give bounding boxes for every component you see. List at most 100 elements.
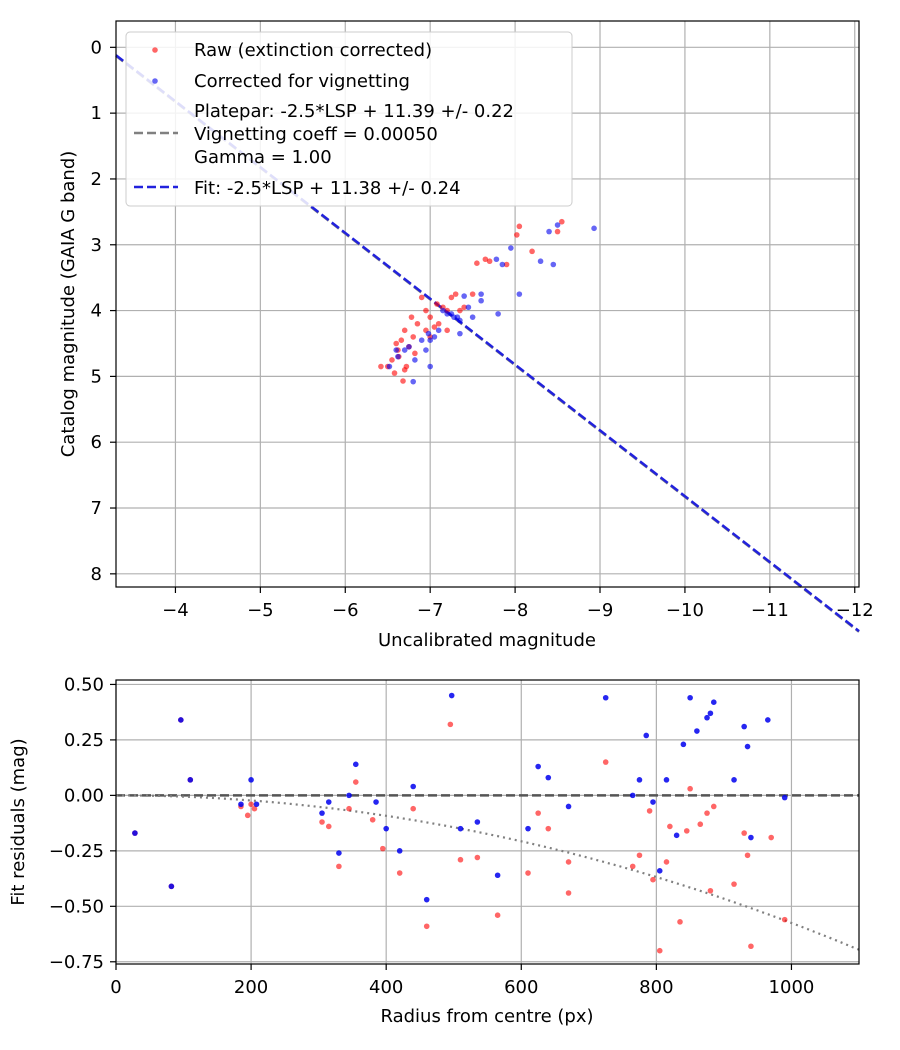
raw-point [516,223,523,230]
raw-point [457,307,463,314]
raw-residual-point [656,947,663,954]
corrected-residual-point [744,743,751,750]
raw-residual-point [474,854,481,861]
raw-residual-point [748,943,754,950]
raw-point [452,291,459,297]
bottom-y-tick-label: 0.25 [64,730,104,751]
top-y-tick-label: 5 [91,366,102,387]
raw-point [418,294,425,301]
top-points [378,218,597,385]
top-ticks: −4 −5 −6 −7 −8 −9 −10 −11 −12 0 1 2 3 4 5 6 7 8 [91,37,874,621]
corrected-residual-point [602,694,609,701]
raw-point [559,218,565,225]
top-y-axis-label: Catalog magnitude (GAIA G band) [58,151,79,458]
raw-residual-point [646,808,653,814]
raw-point [398,337,405,343]
top-chart: −4 −5 −6 −7 −8 −9 −10 −11 −12 0 1 2 3 4 5 6 7 8 Uncalibra… [58,20,874,651]
raw-point [427,314,433,320]
raw-residual-point [667,823,673,830]
corrected-residual-point [383,825,389,832]
raw-point [400,378,406,384]
corrected-point [406,343,412,350]
top-y-tick-label: 7 [91,498,102,519]
corrected-residual-point [253,801,260,808]
corrected-residual-point [448,692,455,699]
top-y-tick-label: 4 [91,301,102,322]
corrected-point [423,347,429,353]
corrected-point [393,347,400,353]
top-plot-frame [115,20,860,588]
raw-point [482,256,489,263]
corrected-residual-point [687,694,693,701]
corrected-point [410,378,417,385]
raw-point [448,294,455,301]
bottom-y-tick-label: 0.00 [64,785,104,806]
corrected-point [499,261,506,268]
raw-point [378,363,384,370]
top-x-tick-label: −8 [502,600,529,621]
bottom-y-tick-label: −0.50 [49,896,104,917]
corrected-residual-point [680,741,687,748]
bottom-plot-frame [115,679,860,965]
raw-residual-point [704,810,710,816]
corrected-residual-point [178,717,184,723]
corrected-residual-point [346,792,352,799]
corrected-residual-point [748,834,754,841]
legend-raw-marker [152,47,158,53]
top-x-axis-label: Uncalibrated magnitude [378,630,596,651]
raw-residual-point [683,828,690,834]
legend-platepar-line3: Gamma = 1.00 [194,147,332,168]
corrected-residual-point [781,794,788,801]
bottom-points [132,692,788,954]
top-y-tick-label: 3 [91,235,102,256]
corrected-point [493,256,500,263]
corrected-residual-point [656,868,663,874]
corrected-residual-point [457,825,464,832]
corrected-point [537,258,544,265]
corrected-residual-point [673,832,680,839]
raw-residual-point [677,919,683,925]
corrected-residual-point [741,723,747,730]
corrected-point [550,261,557,268]
raw-residual-point [369,816,376,823]
top-x-tick-label: −9 [587,600,614,621]
raw-point [486,258,493,265]
corrected-residual-point [535,763,541,770]
bottom-chart: 0 200 400 600 800 1000 0.50 0.25 0.00 −0.25 −0.50 −… [8,674,860,1027]
corrected-point [401,347,408,353]
bottom-y-axis-label: Fit residuals (mag) [8,738,29,905]
corrected-point [495,311,501,317]
corrected-residual-point [132,830,138,836]
raw-point [513,232,520,238]
legend-fit-label: Fit: -2.5*LSP + 11.38 +/- 0.24 [194,178,461,199]
corrected-residual-point [694,728,700,734]
raw-point [393,340,400,347]
corrected-residual-point [238,801,244,808]
corrected-residual-point [494,872,501,879]
corrected-residual-point [710,699,717,705]
corrected-residual-point [663,777,670,783]
corrected-point [457,330,463,337]
legend-platepar-line1: Platepar: -2.5*LSP + 11.39 +/- 0.22 [194,101,514,122]
corrected-point [386,363,393,370]
corrected-point [395,353,401,360]
raw-residual-point [396,870,403,876]
corrected-residual-point [545,774,552,781]
bottom-ticks: 0 200 400 600 800 1000 0.50 0.25 0.00 −0.25 −0.50 −… [49,674,815,998]
corrected-point [440,307,446,314]
raw-residual-point [336,863,342,870]
raw-residual-point [602,759,609,765]
raw-residual-point [781,916,788,923]
raw-residual-point [380,845,386,852]
top-y-tick-label: 8 [91,564,102,585]
raw-residual-point [731,881,737,887]
raw-point [389,357,395,363]
corrected-residual-point [731,777,737,783]
raw-point [434,301,440,307]
top-y-tick-label: 0 [91,37,102,58]
corrected-point [435,327,442,334]
corrected-residual-point [565,803,572,810]
top-legend: Raw (extinction corrected) Corrected for… [125,31,573,207]
corrected-point [425,330,432,337]
